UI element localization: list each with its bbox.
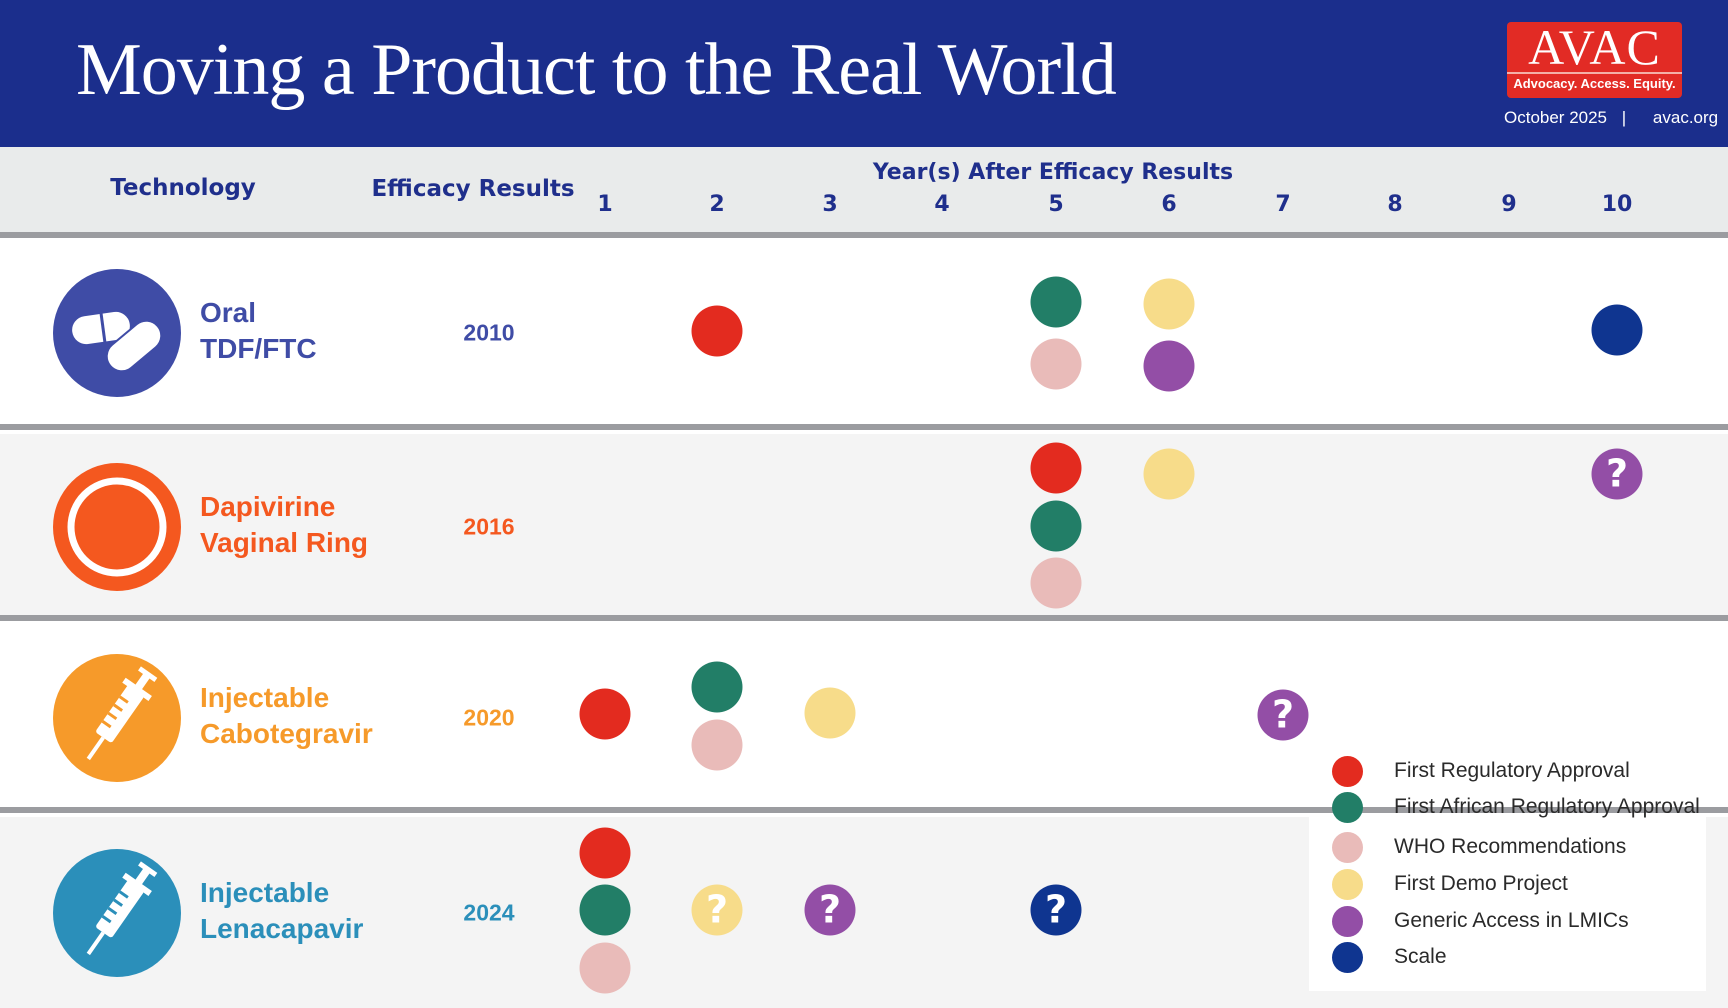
technology-name-line1: Injectable	[200, 876, 330, 908]
publication-date: October 2025	[1504, 108, 1608, 127]
syringe-icon	[53, 848, 181, 977]
milestone-dot-generic-uncertain: ?	[1257, 689, 1309, 741]
milestone-dot-regulatory	[579, 827, 631, 879]
page-title: Moving a Product to the Real World	[76, 29, 1117, 111]
legend-item-generic: Generic Access in LMICs	[1332, 905, 1629, 937]
legend-label: First African Regulatory Approval	[1394, 795, 1700, 818]
syringe-icon	[53, 654, 181, 782]
year-tick-8: 8	[1387, 192, 1403, 217]
legend-item-demo: First Demo Project	[1332, 868, 1568, 900]
question-mark-icon: ?	[1271, 692, 1295, 737]
legend-dot-icon	[1332, 868, 1363, 900]
legend-label: WHO Recommendations	[1394, 835, 1627, 858]
technology-name-line2: TDF/FTC	[200, 333, 317, 364]
legend-item-african: First African Regulatory Approval	[1332, 791, 1700, 823]
legend-item-scale: Scale	[1332, 941, 1447, 973]
technology-name: Oral TDF/FTC	[200, 295, 317, 367]
legend-item-who: WHO Recommendations	[1332, 831, 1626, 863]
technology-name-line1: Dapivirine	[200, 490, 336, 522]
milestone-dot-african	[1030, 276, 1082, 328]
legend-dot-icon	[1332, 755, 1363, 787]
efficacy-year: 2020	[463, 704, 515, 731]
year-tick-3: 3	[822, 192, 838, 217]
years-column-header: Year(s) After Efficacy Results	[872, 160, 1234, 185]
technology-name: Injectable Cabotegravir	[200, 680, 373, 752]
column-header-bar: Technology Efficacy Results Year(s) Afte…	[0, 147, 1728, 234]
milestone-dot-african	[1030, 500, 1082, 552]
legend-label: Generic Access in LMICs	[1394, 909, 1629, 932]
technology-row: Dapivirine Vaginal Ring 2016	[0, 434, 1728, 619]
efficacy-year: 2016	[463, 513, 515, 539]
milestone-dot-demo	[1143, 278, 1195, 330]
technology-column-header: Technology	[110, 175, 256, 201]
year-tick-1: 1	[597, 192, 613, 217]
efficacy-column-header: Efficacy Results	[371, 176, 575, 202]
milestone-dot-scale	[1591, 304, 1643, 356]
question-mark-icon: ?	[818, 887, 842, 932]
milestone-dot-generic-uncertain: ?	[1591, 448, 1643, 500]
milestone-dot-who	[691, 719, 743, 771]
row-divider	[0, 615, 1728, 621]
technology-name: Dapivirine Vaginal Ring	[200, 489, 368, 561]
avac-logo[interactable]: AVAC Advocacy. Access. Equity.	[1507, 22, 1682, 98]
question-mark-icon: ?	[1044, 887, 1068, 932]
meta-separator: |	[1621, 108, 1627, 127]
milestone-dot-regulatory	[691, 305, 743, 357]
legend-dot-icon	[1332, 791, 1363, 823]
technology-row: Injectable Cabotegravir 2020	[0, 625, 1728, 811]
efficacy-year: 2010	[463, 319, 515, 346]
year-tick-4: 4	[934, 192, 950, 217]
pills-icon	[53, 269, 181, 397]
milestone-dot-who	[1030, 557, 1082, 609]
milestone-dot-demo	[1143, 448, 1195, 500]
legend-item-regulatory: First Regulatory Approval	[1332, 755, 1630, 787]
legend-dot-icon	[1332, 831, 1363, 863]
milestone-dot-african	[579, 884, 631, 936]
legend-label: First Regulatory Approval	[1394, 759, 1630, 782]
logo-tagline: Advocacy. Access. Equity.	[1513, 76, 1676, 91]
technology-name-line2: Vaginal Ring	[200, 526, 369, 558]
row-divider	[0, 424, 1728, 430]
logo-name: AVAC	[1528, 19, 1661, 75]
milestone-dot-who	[1030, 338, 1082, 390]
year-tick-2: 2	[709, 192, 725, 217]
milestone-dot-regulatory	[1030, 442, 1082, 494]
efficacy-year: 2024	[463, 899, 515, 925]
legend-dot-icon	[1332, 941, 1363, 973]
milestone-dot-who	[579, 942, 631, 994]
row-divider	[0, 232, 1728, 238]
year-tick-10: 10	[1601, 192, 1633, 217]
legend	[1309, 814, 1706, 991]
row-divider	[0, 807, 1728, 813]
milestone-dot-generic	[1143, 340, 1195, 392]
year-tick-9: 9	[1501, 192, 1517, 217]
ring-icon	[53, 462, 181, 591]
milestone-dot-regulatory	[579, 688, 631, 740]
website-link[interactable]: avac.org	[1652, 108, 1719, 127]
technology-name-line1: Oral	[200, 297, 257, 328]
legend-label: First Demo Project	[1394, 872, 1568, 895]
question-mark-icon: ?	[705, 887, 729, 932]
milestone-dot-african	[691, 661, 743, 713]
year-tick-5: 5	[1048, 192, 1064, 217]
technology-name-line2: Cabotegravir	[200, 718, 373, 749]
header-banner: Moving a Product to the Real World AVAC …	[0, 0, 1728, 147]
milestone-dot-demo-uncertain: ?	[691, 884, 743, 936]
legend-dot-icon	[1332, 905, 1363, 937]
logo-arrow-line	[1507, 72, 1682, 74]
technology-name-line2: Lenacapavir	[200, 912, 364, 944]
technology-name-line1: Injectable	[200, 682, 330, 713]
legend-label: Scale	[1394, 945, 1447, 968]
technology-row: Oral TDF/FTC 2010	[0, 238, 1728, 428]
technology-name: Injectable Lenacapavir	[200, 875, 363, 947]
year-tick-7: 7	[1275, 192, 1291, 217]
year-tick-6: 6	[1161, 192, 1177, 217]
milestone-dot-generic-uncertain: ?	[804, 884, 856, 936]
question-mark-icon: ?	[1605, 451, 1629, 496]
milestone-dot-scale-uncertain: ?	[1030, 884, 1082, 936]
milestone-dot-demo	[804, 687, 856, 739]
header-meta: October 2025 | avac.org	[1504, 108, 1718, 128]
